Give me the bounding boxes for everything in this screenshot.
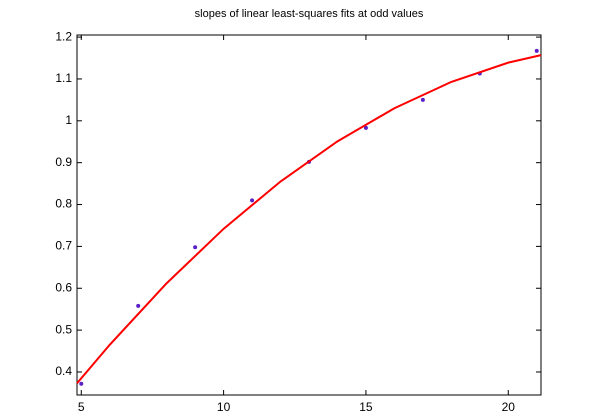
data-point — [420, 97, 425, 102]
y-tick-label: 1.1 — [55, 71, 72, 85]
y-tick-label: 0.4 — [55, 364, 72, 378]
data-point — [79, 381, 84, 386]
data-point — [193, 245, 198, 250]
data-point — [136, 303, 141, 308]
y-tick-label: 0.9 — [55, 155, 72, 169]
y-tick-label: 0.7 — [55, 239, 72, 253]
data-point — [363, 125, 368, 130]
y-tick-label: 1 — [65, 113, 72, 127]
y-tick-label: 0.6 — [55, 280, 72, 294]
fit-line — [76, 54, 542, 384]
data-point — [534, 48, 539, 53]
plot-box — [76, 34, 542, 396]
x-tick-label: 10 — [217, 400, 231, 414]
x-tick-label: 15 — [359, 400, 373, 414]
y-tick-label: 1.2 — [55, 29, 72, 43]
data-point — [250, 198, 255, 203]
x-tick-label: 20 — [502, 400, 516, 414]
chart-title: slopes of linear least-squares fits at o… — [195, 8, 424, 20]
y-tick-label: 0.8 — [55, 197, 72, 211]
x-tick-label: 5 — [78, 400, 85, 414]
y-tick-label: 0.5 — [55, 322, 72, 336]
